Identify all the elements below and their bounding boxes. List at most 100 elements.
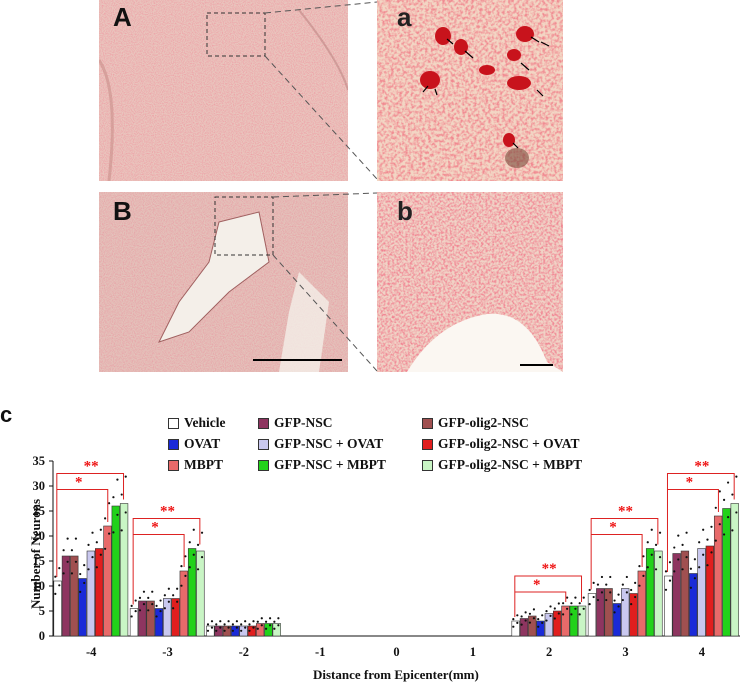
data-point [668, 561, 672, 564]
significance-bracket [590, 518, 659, 590]
data-point [726, 481, 730, 484]
data-point [142, 603, 146, 606]
legend-item: OVAT [168, 436, 220, 452]
bar [519, 618, 529, 637]
y-tick-label: 25 [33, 504, 46, 518]
significance-bracket [591, 534, 643, 567]
data-point [566, 607, 569, 610]
data-point [192, 528, 195, 531]
legend-swatch [258, 417, 269, 429]
legend-item: GFP-NSC [258, 415, 333, 431]
data-point [70, 549, 74, 552]
data-point [147, 596, 150, 600]
data-point [634, 581, 637, 584]
data-point [256, 627, 259, 630]
bar [53, 580, 62, 637]
data-point [702, 553, 705, 556]
data-point [562, 613, 565, 616]
data-point [592, 581, 595, 584]
data-point [520, 623, 523, 626]
data-point [664, 588, 668, 591]
data-point [537, 618, 540, 621]
bar [528, 615, 537, 637]
data-point [574, 596, 577, 599]
data-point [570, 613, 573, 616]
data-point [574, 607, 577, 610]
significance-mark: * [609, 520, 617, 536]
bar [187, 548, 197, 637]
bar [239, 625, 248, 637]
data-point [714, 539, 717, 542]
data-point [520, 615, 523, 618]
legend-item: MBPT [168, 457, 223, 473]
data-point [646, 566, 649, 569]
significance-bracket [133, 534, 185, 567]
bar [612, 603, 622, 637]
data-point [87, 543, 90, 547]
data-point [541, 614, 544, 617]
data-point [693, 577, 696, 580]
legend-label: GFP-olig2-NSC + OVAT [438, 436, 580, 451]
y-tick-label: 20 [33, 529, 46, 543]
data-point [223, 629, 226, 632]
bar [138, 600, 147, 637]
data-point [706, 538, 709, 541]
legend-item: GFP-olig2-NSC + OVAT [422, 436, 579, 452]
bar [680, 550, 690, 637]
data-point [219, 620, 222, 623]
data-point [605, 583, 608, 586]
legend-label: MBPT [184, 457, 223, 472]
legend-label: GFP-NSC [274, 415, 333, 430]
data-point [557, 612, 560, 615]
data-point [120, 529, 123, 532]
bar [61, 555, 71, 637]
data-point [151, 590, 154, 593]
data-point [91, 531, 94, 534]
legend-label: GFP-NSC + MBPT [274, 457, 386, 472]
significance-mark: * [533, 577, 541, 593]
data-point [582, 607, 585, 610]
data-point [698, 541, 701, 544]
bar [78, 578, 87, 637]
bar [596, 588, 605, 637]
data-point [62, 549, 65, 552]
data-point [130, 604, 133, 607]
data-point [596, 583, 600, 586]
data-point [277, 624, 280, 627]
data-point [260, 617, 263, 620]
data-point [524, 611, 527, 614]
data-point [91, 556, 94, 559]
data-point [176, 600, 179, 603]
data-point [588, 603, 591, 606]
data-point [630, 588, 633, 592]
data-point [235, 626, 238, 629]
data-point [654, 543, 658, 547]
data-point [108, 502, 111, 505]
bar [247, 625, 256, 637]
data-point [706, 564, 709, 567]
data-point [668, 579, 672, 582]
data-point [650, 553, 653, 556]
data-point [120, 493, 123, 496]
data-point [116, 513, 119, 516]
legend-item: GFP-NSC + OVAT [258, 436, 383, 452]
data-point [188, 541, 191, 544]
data-point [617, 593, 620, 596]
bar [146, 600, 155, 637]
data-point [240, 629, 243, 632]
significance-bracket [667, 489, 719, 512]
data-point [124, 475, 127, 478]
y-tick-label: 10 [33, 579, 46, 593]
bar [163, 598, 172, 637]
data-point [634, 595, 637, 599]
y-tick-label: 35 [33, 454, 46, 468]
data-point [268, 617, 272, 620]
data-point [87, 568, 90, 571]
data-point [79, 590, 82, 593]
data-point [99, 553, 102, 556]
legend-swatch [258, 459, 269, 471]
bar [544, 613, 554, 637]
bar [621, 588, 630, 637]
significance-mark: ** [160, 504, 175, 520]
bar [722, 508, 731, 637]
